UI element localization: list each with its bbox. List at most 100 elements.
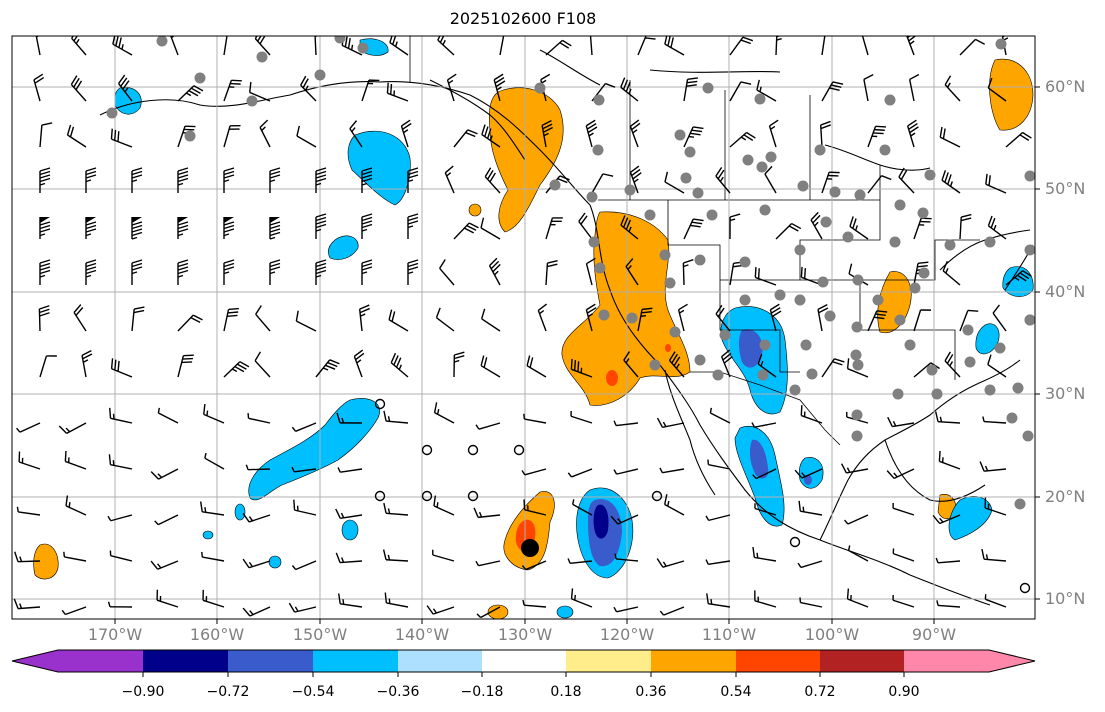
wind-barb-staff <box>295 422 317 432</box>
wind-barb-half-feather <box>478 511 483 518</box>
wind-barb-half-feather <box>177 182 184 186</box>
wind-barb-feather <box>315 174 327 179</box>
station-dot <box>817 276 829 288</box>
wind-barb-feather <box>85 170 97 176</box>
wind-barb-staff <box>939 514 961 525</box>
wind-barb-staff <box>938 604 961 608</box>
wind-barb-staff <box>906 36 915 56</box>
wind-barb-feather <box>315 259 327 264</box>
wind-barb-feather <box>120 77 128 87</box>
wind-barb-feather <box>117 360 120 372</box>
wind-barb-staff <box>249 91 271 102</box>
wind-barb-pennant <box>86 217 96 223</box>
wind-barb-feather <box>630 165 640 173</box>
wind-barb-feather <box>641 311 652 314</box>
wind-barb-half-feather <box>709 407 713 414</box>
wind-barb-feather <box>625 81 631 92</box>
wind-barb-feather <box>464 227 474 234</box>
station-dot <box>549 179 561 191</box>
wind-barb-feather <box>467 129 478 135</box>
wind-barb-feather <box>315 213 327 218</box>
wind-barb-half-feather <box>496 86 502 91</box>
wind-barb-staff <box>987 364 1007 378</box>
wind-barb-half-feather <box>797 562 802 568</box>
wind-barb-feather <box>353 349 364 357</box>
wind-barb-feather <box>586 307 597 314</box>
wind-barb-staff <box>867 175 883 194</box>
station-dot <box>184 130 196 142</box>
wind-barb-feather <box>691 221 703 225</box>
wind-barb-staff <box>300 84 317 102</box>
wind-barb-feather <box>715 304 723 315</box>
wind-barb-feather <box>667 36 671 47</box>
wind-barb-feather <box>359 304 370 310</box>
wind-barb-half-feather <box>304 85 309 91</box>
wind-barb-feather <box>14 551 19 562</box>
wind-barb-feather <box>909 126 919 134</box>
wind-barb-feather <box>170 28 178 34</box>
wind-barb-feather <box>466 224 477 231</box>
wind-barb-half-feather <box>675 363 680 369</box>
wind-barb-feather <box>114 359 117 371</box>
wind-barb-feather <box>389 36 393 43</box>
wind-barb-feather <box>620 215 626 226</box>
wind-barb-feather <box>1002 29 1011 34</box>
wind-barb-staff <box>481 133 501 148</box>
wind-barb-staff <box>453 129 469 148</box>
colorbar-bin <box>58 650 143 672</box>
wind-barb-feather <box>85 224 97 230</box>
wind-barb-feather <box>849 216 854 227</box>
wind-barb-feather <box>315 167 327 172</box>
wind-barb-staff <box>254 360 271 378</box>
wind-barb-feather <box>254 36 258 39</box>
wind-barb-half-feather <box>394 41 398 47</box>
wind-barb-feather <box>39 305 50 310</box>
wind-barb-half-feather <box>436 502 439 508</box>
station-dot <box>1022 430 1034 442</box>
wind-barb-half-feather <box>939 517 944 523</box>
wind-barb-feather <box>562 39 572 47</box>
wind-barb-staff <box>939 136 961 148</box>
wind-barb-feather <box>407 170 419 176</box>
wind-barb-staff <box>70 84 87 102</box>
wind-barb-half-feather <box>387 554 391 561</box>
wind-barb-feather <box>942 260 948 272</box>
wind-barb-feather <box>227 314 238 318</box>
wind-barb-staff <box>18 511 41 516</box>
positive-region-canada-east <box>989 58 1034 131</box>
wind-barb-feather <box>39 266 51 271</box>
station-dot <box>706 209 718 221</box>
wind-barb-feather <box>118 37 122 48</box>
wind-barb-half-feather <box>248 516 254 522</box>
negative-region-subtropical <box>248 398 380 501</box>
wind-barb-staff <box>545 217 554 240</box>
wind-barb-staff <box>720 356 731 378</box>
lat-label-40n: 40°N <box>1045 282 1086 301</box>
wind-barb-half-feather <box>628 226 632 233</box>
colorbar-bin <box>398 650 482 672</box>
station-dot <box>918 267 930 279</box>
station-dot <box>1006 412 1018 424</box>
wind-barb-staff <box>433 505 455 516</box>
wind-barb-half-feather <box>892 420 897 427</box>
wind-barb-half-feather <box>628 88 632 95</box>
wind-barb-feather <box>1022 131 1032 139</box>
wind-barb-feather <box>108 454 112 465</box>
wind-barb-feather <box>315 30 325 33</box>
wind-barb-feather <box>242 607 251 617</box>
lat-label-50n: 50°N <box>1045 179 1086 198</box>
wind-barb-feather <box>800 266 803 278</box>
wind-barb-feather <box>85 228 97 233</box>
wind-barb-half-feather <box>770 125 776 130</box>
station-dot <box>1024 244 1035 256</box>
wind-barb-feather <box>315 266 327 271</box>
station-dot <box>926 364 938 376</box>
wind-barb-feather <box>383 410 387 422</box>
wind-barb-half-feather <box>617 518 622 524</box>
wind-barb-staff <box>110 417 133 424</box>
station-dot <box>1024 314 1035 326</box>
lon-label-110w: 110°W <box>701 625 757 644</box>
wind-barb-feather <box>862 28 871 34</box>
wind-barb-half-feather <box>157 407 161 414</box>
wind-barb-feather <box>812 214 821 224</box>
